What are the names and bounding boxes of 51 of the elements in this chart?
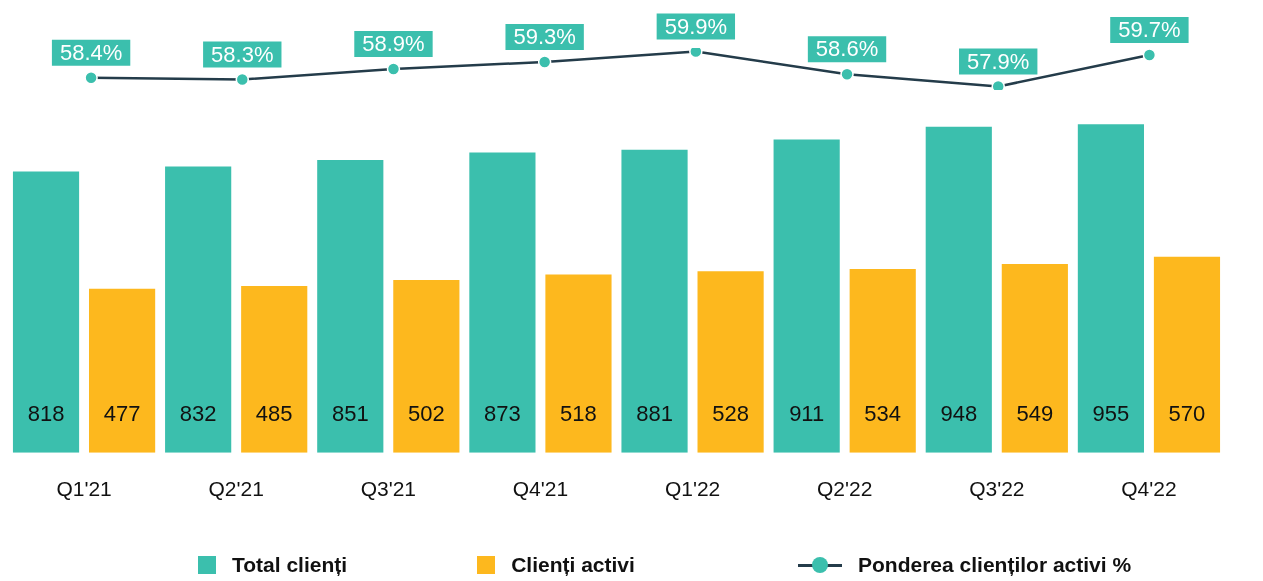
bar [697,271,764,453]
x-tick-label: Q2'22 [816,477,873,501]
bar [317,160,384,453]
data-label: 873 [484,400,521,426]
data-label: 477 [103,400,141,426]
bar [925,126,992,453]
data-label: 881 [636,400,673,426]
data-label: 58.4% [59,39,123,65]
data-label: 570 [1168,400,1206,426]
data-label: 58.9% [362,31,425,57]
bar [89,288,156,453]
data-label: 528 [712,400,749,426]
bar [545,274,612,453]
x-tick-label: Q4'22 [1121,477,1177,501]
data-label: 59.9% [664,13,728,39]
x-tick-label: Q3'22 [969,477,1025,501]
x-tick-label: Q1'21 [56,477,112,501]
data-label: 59.7% [1118,17,1181,43]
x-tick-label: Q2'21 [208,477,264,501]
bar [12,171,80,453]
data-label: 832 [179,400,217,426]
data-label: 948 [940,400,978,426]
data-label: 57.9% [967,48,1030,74]
bar [165,166,232,453]
data-label: 955 [1092,400,1130,426]
data-label: 534 [864,400,902,426]
data-label: 58.3% [211,41,274,67]
data-label: 818 [27,400,65,426]
bar [1001,263,1068,453]
legend-label: Total clienți [232,553,348,577]
x-tick-label: Q1'22 [664,477,721,501]
bar [849,269,916,453]
legend-label: Clienți activi [511,553,635,577]
bar [393,280,460,453]
bar [621,149,688,453]
legend-label: Ponderea clienților activi % [858,553,1132,577]
data-label: 549 [1016,400,1054,426]
data-label: 851 [331,400,369,426]
x-tick-label: Q4'21 [512,477,569,501]
bar [1077,124,1144,453]
data-label: 58.6% [815,36,879,62]
data-label: 485 [255,400,293,426]
bar [241,285,308,453]
data-label: 911 [789,400,825,426]
data-label: 59.3% [513,24,576,50]
data-label: 518 [560,400,597,426]
bar [773,139,840,453]
bar [1153,256,1221,453]
x-tick-label: Q3'21 [360,477,417,501]
bar [469,152,536,453]
data-label: 502 [407,400,445,426]
